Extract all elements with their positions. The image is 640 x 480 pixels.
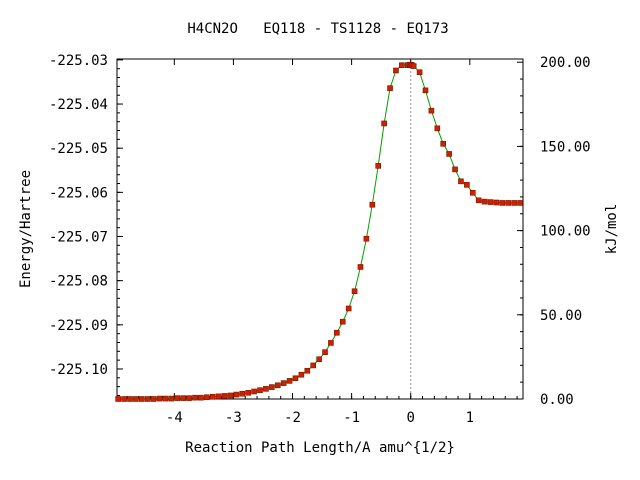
data-point	[168, 395, 175, 402]
data-point	[286, 378, 293, 384]
data-point	[174, 395, 181, 401]
data-point	[511, 200, 517, 206]
data-point	[322, 349, 328, 355]
data-point	[209, 393, 216, 400]
data-point	[150, 396, 157, 402]
data-point	[198, 394, 204, 401]
data-point	[387, 85, 393, 91]
data-point	[381, 120, 387, 127]
data-point	[440, 140, 447, 147]
data-point	[434, 125, 441, 132]
data-point	[452, 166, 458, 173]
y2-tick-label: 50.00	[540, 308, 582, 324]
data-point	[227, 392, 234, 399]
data-point	[263, 386, 269, 392]
data-point	[274, 382, 281, 389]
data-point	[517, 200, 523, 206]
data-point	[487, 199, 494, 205]
y-tick-label: -225.09	[49, 318, 108, 334]
data-point	[133, 396, 139, 402]
data-point	[458, 178, 464, 185]
data-point	[446, 151, 452, 157]
y-tick-label: -225.06	[49, 185, 108, 201]
data-point	[481, 198, 488, 205]
data-point	[239, 390, 246, 397]
y-tick-label: -225.10	[49, 362, 108, 378]
data-point	[316, 356, 322, 363]
data-point	[269, 384, 275, 390]
data-point	[334, 329, 340, 336]
data-series	[115, 61, 523, 402]
y-tick-label: -225.05	[49, 141, 108, 157]
data-point	[245, 390, 251, 396]
data-point	[127, 396, 133, 402]
data-point	[328, 340, 334, 346]
data-point	[345, 305, 352, 312]
data-point	[410, 63, 417, 69]
y-tick-label: -225.03	[49, 53, 108, 69]
y2-tick-label: 100.00	[540, 224, 591, 240]
data-point	[464, 182, 470, 188]
y-tick-label: -225.07	[49, 230, 108, 246]
y-tick-label: -225.08	[49, 274, 108, 290]
data-point	[375, 163, 382, 169]
series-line	[118, 64, 521, 400]
data-point	[162, 395, 169, 402]
data-point	[310, 362, 317, 369]
x-tick-label: 0	[406, 410, 414, 426]
data-point	[215, 393, 222, 400]
y2-axis-label: kJ/mol	[604, 204, 620, 255]
data-point	[233, 391, 240, 398]
y-axis-label: Energy/Hartree	[18, 170, 34, 288]
data-point	[292, 375, 299, 382]
data-point	[351, 288, 358, 295]
data-point	[304, 367, 311, 374]
plot-frame	[116, 58, 524, 400]
data-point	[505, 200, 512, 206]
data-point	[363, 235, 370, 242]
data-point	[221, 393, 228, 399]
chart-title: H4CN2O EQ118 - TS1128 - EQ173	[187, 21, 448, 37]
x-tick-label: 1	[466, 410, 474, 426]
data-point	[139, 396, 145, 402]
data-point	[369, 201, 376, 208]
data-point	[499, 200, 506, 206]
data-point	[280, 380, 287, 386]
x-tick-label: -4	[166, 410, 183, 426]
y2-tick-label: 200.00	[540, 55, 591, 71]
y2-tick-label: 0.00	[540, 392, 574, 408]
data-point	[493, 199, 500, 206]
data-point	[298, 371, 305, 378]
data-point	[251, 388, 257, 395]
data-point	[257, 387, 263, 393]
y-tick-label: -225.04	[49, 97, 108, 113]
data-point	[422, 87, 429, 94]
y2-tick-label: 150.00	[540, 139, 591, 155]
x-tick-label: -2	[284, 410, 301, 426]
data-point	[339, 318, 346, 325]
x-tick-label: -3	[225, 410, 242, 426]
data-point	[204, 394, 210, 401]
data-point	[428, 107, 435, 114]
data-point	[186, 395, 192, 401]
data-point	[180, 395, 186, 401]
axes: -4 -3 -2 -1 0 1 -225.03 -225.04 -225.05 -225.06 -2…	[49, 53, 591, 426]
data-point	[399, 62, 405, 68]
data-point	[156, 395, 163, 402]
data-point	[393, 67, 399, 74]
data-point	[121, 396, 127, 402]
x-axis-label: Reaction Path Length/A amu^{1/2}	[185, 440, 455, 456]
data-point	[475, 197, 482, 204]
x-tick-label: -1	[343, 410, 360, 426]
data-point	[115, 396, 121, 402]
data-point	[469, 189, 476, 196]
data-point	[192, 394, 198, 401]
data-point	[416, 69, 423, 76]
data-point	[144, 396, 151, 402]
data-point	[357, 264, 364, 270]
